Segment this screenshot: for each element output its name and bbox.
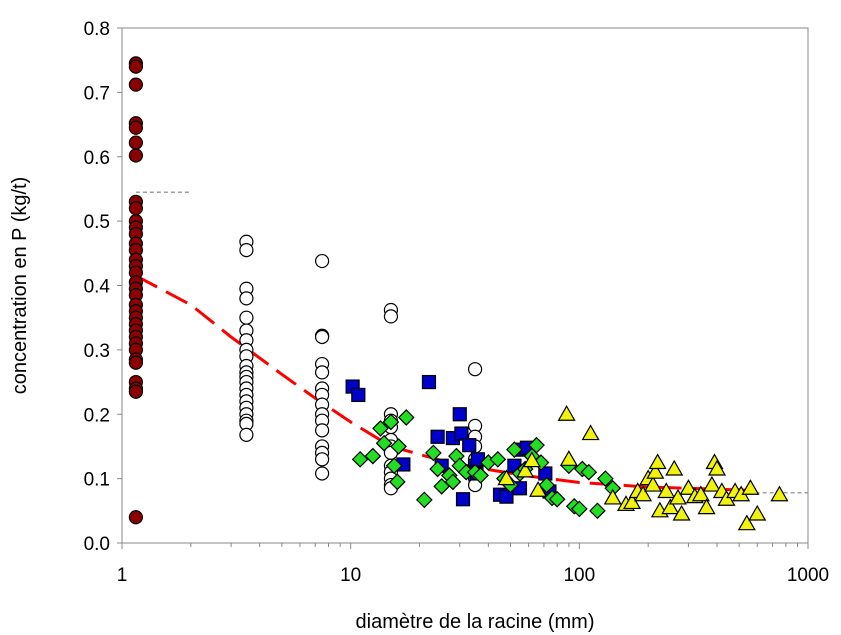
data-point-triangle: [497, 469, 516, 486]
y-tick-label: 0.2: [84, 405, 110, 426]
data-point-diamond: [425, 444, 442, 462]
data-point-triangle: [522, 451, 541, 468]
data-point-triangle: [679, 479, 698, 495]
data-point-triangle: [702, 475, 721, 492]
data-point-triangle: [717, 490, 736, 506]
y-tick-label: 0.4: [84, 277, 111, 298]
data-point-circle: [128, 148, 143, 163]
data-point-diamond: [570, 500, 588, 518]
data-point-triangle: [622, 493, 642, 510]
y-tick-label: 0.5: [84, 212, 110, 233]
data-point-square: [454, 426, 469, 441]
data-point-diamond: [489, 450, 507, 468]
data-point-triangle: [707, 459, 727, 476]
data-point-diamond: [472, 467, 489, 484]
data-point-circle: [239, 427, 254, 442]
data-point-circle: [314, 365, 330, 380]
y-tick-label: 0.0: [84, 534, 110, 555]
y-tick-label: 0.3: [84, 341, 110, 362]
x-axis-title: diamètre de la racine (mm): [356, 611, 595, 633]
data-point-circle: [314, 466, 330, 481]
data-point-triangle: [581, 424, 600, 441]
data-point-diamond: [589, 502, 606, 520]
data-point-diamond: [528, 436, 545, 454]
data-point-triangle: [559, 450, 578, 466]
data-point-triangle: [529, 481, 548, 497]
data-point-diamond: [506, 441, 523, 459]
data-point-triangle: [634, 485, 653, 502]
data-point-triangle: [603, 488, 622, 505]
data-point-diamond: [364, 447, 382, 465]
data-point-square: [499, 489, 514, 504]
data-point-triangle: [691, 485, 710, 502]
data-point-diamond: [415, 491, 433, 509]
data-point-circle: [314, 253, 330, 269]
data-point-triangle: [661, 498, 680, 515]
data-point-triangle: [516, 461, 535, 478]
data-point-circle: [239, 310, 254, 325]
data-point-diamond: [429, 460, 446, 478]
x-tick-label: 1000: [787, 565, 829, 586]
data-point-circle: [128, 384, 143, 399]
data-point-circle: [239, 242, 254, 258]
chart-marks: [128, 56, 808, 531]
x-tick-label: 10: [340, 565, 361, 586]
data-point-triangle: [672, 504, 691, 521]
y-tick-label: 0.6: [84, 148, 110, 169]
data-point-triangle: [697, 498, 716, 515]
data-point-diamond: [397, 409, 415, 426]
data-point-diamond: [372, 420, 389, 437]
data-point-square: [462, 438, 477, 453]
data-point-circle: [314, 452, 330, 467]
data-point-triangle: [648, 453, 667, 470]
data-point-circle: [128, 59, 143, 74]
data-point-triangle: [770, 485, 789, 502]
data-point-circle: [128, 510, 143, 525]
data-point-triangle: [643, 475, 663, 492]
chart-axes: 0.0 0.1 0.2 0.3 0.4 0.5 0.6 0.7 0.8 1 10 100 1000: [84, 19, 830, 586]
y-tick-label: 0.8: [84, 19, 110, 40]
data-point-circle: [128, 201, 143, 216]
data-point-triangle: [657, 482, 676, 499]
data-point-diamond: [388, 473, 406, 491]
data-point-triangle: [665, 459, 684, 476]
data-point-diamond: [351, 450, 369, 468]
data-point-triangle: [557, 405, 576, 421]
data-point-diamond: [385, 457, 403, 475]
data-point-triangle: [668, 488, 688, 505]
y-axis-title: concentration en P (kg/t): [9, 177, 31, 395]
data-point-diamond: [444, 473, 462, 491]
data-point-triangle: [741, 479, 760, 495]
data-point-diamond: [375, 434, 393, 452]
data-point-diamond: [580, 463, 598, 481]
data-point-circle: [128, 135, 143, 150]
y-tick-label: 0.7: [84, 83, 110, 104]
data-point-diamond: [548, 490, 566, 508]
data-point-diamond: [538, 476, 556, 494]
x-tick-label: 1: [117, 565, 128, 586]
data-point-circle: [383, 309, 399, 324]
data-point-diamond: [390, 438, 407, 455]
y-tick-label: 0.1: [84, 470, 110, 491]
data-point-square: [452, 407, 467, 422]
data-point-circle: [128, 120, 143, 135]
data-point-diamond: [382, 413, 400, 431]
data-point-circle: [467, 362, 483, 377]
data-point-square: [430, 429, 445, 444]
data-point-square: [421, 374, 437, 390]
data-point-square: [455, 492, 471, 507]
data-point-diamond: [597, 470, 614, 487]
data-point-triangle: [737, 514, 756, 531]
data-point-triangle: [646, 462, 665, 479]
data-point-circle: [239, 291, 254, 306]
data-point-square: [351, 387, 366, 403]
data-point-circle: [314, 423, 330, 438]
data-point-circle: [128, 77, 143, 92]
data-point-triangle: [748, 504, 767, 521]
x-tick-label: 100: [563, 565, 595, 586]
data-point-circle: [128, 355, 143, 370]
data-point-circle: [314, 329, 330, 345]
